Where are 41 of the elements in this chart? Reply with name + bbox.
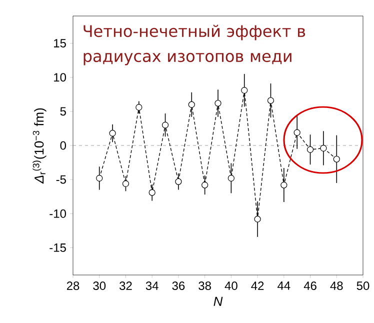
x-tick-label: 28 bbox=[66, 282, 80, 290]
y-tick-label: -5 bbox=[56, 175, 66, 184]
point bbox=[214, 100, 222, 107]
point bbox=[96, 174, 103, 182]
point bbox=[228, 174, 234, 182]
text: Четно-нечетный эффект в радиусах изотопов меди bbox=[84, 24, 306, 66]
x-tick-label: 38 bbox=[198, 282, 211, 290]
x-tick-label: 32 bbox=[120, 282, 132, 290]
point bbox=[306, 146, 314, 153]
point bbox=[280, 182, 288, 188]
x-tick-label: 34 bbox=[146, 282, 158, 290]
point bbox=[122, 180, 130, 187]
x-tick-label: 46 bbox=[304, 282, 316, 290]
point bbox=[320, 144, 327, 152]
point bbox=[333, 156, 340, 162]
x-tick-label: 30 bbox=[93, 282, 106, 290]
y-tick-label: -15 bbox=[50, 244, 66, 252]
y-tick-label: 10 bbox=[54, 73, 66, 82]
y-tick-label: 5 bbox=[60, 107, 66, 116]
y-tick-label: 0 bbox=[60, 141, 66, 150]
x-tick-label: 36 bbox=[172, 282, 185, 290]
point bbox=[175, 178, 182, 185]
point bbox=[188, 101, 195, 108]
point bbox=[148, 189, 156, 196]
x-tick-label: 44 bbox=[278, 282, 290, 290]
point bbox=[162, 122, 169, 128]
point bbox=[267, 97, 274, 104]
x-tick-label: 48 bbox=[330, 282, 343, 290]
point bbox=[294, 129, 300, 136]
x-tick-label: 50 bbox=[356, 282, 370, 290]
point bbox=[109, 130, 116, 137]
x-tick-label: 42 bbox=[251, 282, 264, 290]
point bbox=[202, 182, 208, 188]
x-axis-title: N bbox=[214, 296, 223, 306]
point bbox=[136, 104, 142, 111]
point bbox=[254, 216, 261, 222]
y-tick-label: 15 bbox=[54, 39, 66, 48]
y-tick-label: -10 bbox=[50, 209, 66, 218]
y-axis-title: Δ$_{r}$$^{(3)}$(10$^{−3}$ fm) bbox=[32, 108, 46, 184]
x-tick-label: 40 bbox=[224, 282, 238, 290]
point bbox=[241, 86, 248, 94]
